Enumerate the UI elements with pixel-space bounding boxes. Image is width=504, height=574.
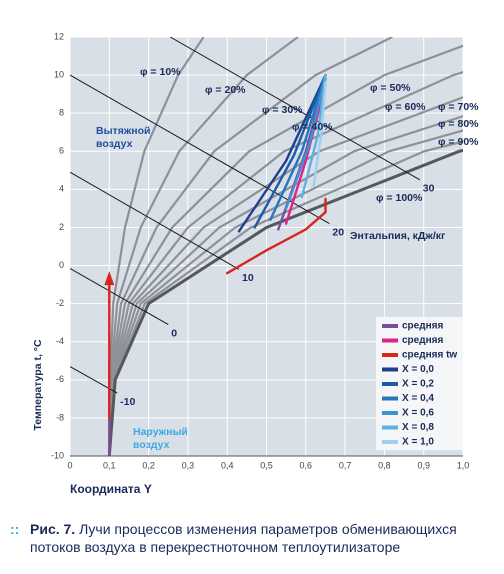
humidity-label: φ = 70% bbox=[438, 101, 479, 113]
legend-label: средняя bbox=[402, 335, 443, 346]
enthalpy-line bbox=[169, 37, 421, 181]
arrowhead bbox=[104, 271, 115, 286]
x-tick-label: 0,3 bbox=[182, 460, 195, 470]
humidity-label: φ = 80% bbox=[438, 118, 479, 130]
y-tick-label: -4 bbox=[56, 336, 64, 346]
x-axis-title: Координата Y bbox=[70, 482, 152, 496]
enthalpy-label: -10 bbox=[120, 396, 135, 408]
exhaust-air-label: воздух bbox=[96, 138, 133, 150]
process-line bbox=[312, 81, 327, 187]
legend-label: X = 0,8 bbox=[402, 422, 434, 433]
outdoor-air-label: воздух bbox=[133, 439, 170, 451]
process-line bbox=[284, 83, 327, 225]
humidity-label: φ = 60% bbox=[385, 101, 426, 113]
x-tick-label: 0,4 bbox=[221, 460, 234, 470]
legend-label: X = 0,2 bbox=[402, 379, 434, 390]
legend-label: средняя bbox=[402, 321, 443, 332]
legend-swatch bbox=[382, 367, 398, 372]
humidity-label: φ = 30% bbox=[262, 104, 303, 116]
x-tick-label: 0,6 bbox=[300, 460, 313, 470]
enthalpy-line bbox=[70, 74, 330, 225]
legend-swatch bbox=[382, 396, 398, 401]
legend-swatch bbox=[382, 338, 398, 343]
legend-label: X = 0,4 bbox=[402, 393, 434, 404]
y-tick-label: 10 bbox=[54, 69, 64, 79]
caption-text: Лучи процессов изменения параметров обме… bbox=[30, 521, 457, 555]
caption-label: Рис. 7. bbox=[30, 521, 76, 537]
legend-label: X = 1,0 bbox=[402, 437, 434, 448]
process-line bbox=[269, 73, 327, 221]
x-tick-label: 0,7 bbox=[339, 460, 352, 470]
x-tick-label: 0,2 bbox=[142, 460, 155, 470]
enthalpy-label: 30 bbox=[423, 183, 435, 195]
outdoor-air-label: Наружный bbox=[133, 426, 188, 438]
x-tick-label: 1,0 bbox=[457, 460, 470, 470]
process-line bbox=[300, 73, 327, 199]
humidity-label: φ = 10% bbox=[140, 66, 181, 78]
enthalpy-title: Энтальпия, кДж/кг bbox=[350, 230, 446, 242]
process-line bbox=[284, 73, 327, 210]
process-line bbox=[253, 73, 327, 229]
y-axis-title: Температура t, °C bbox=[32, 339, 44, 431]
y-tick-label: 8 bbox=[59, 108, 64, 118]
y-tick-label: -6 bbox=[56, 374, 64, 384]
caption-mark: :: bbox=[10, 521, 20, 537]
humidity-label: φ = 100% bbox=[376, 192, 423, 204]
legend-swatch bbox=[382, 411, 398, 415]
y-tick-label: -8 bbox=[56, 412, 64, 422]
enthalpy-label: 20 bbox=[332, 226, 344, 238]
y-tick-label: 0 bbox=[59, 260, 64, 270]
y-tick-label: -10 bbox=[51, 450, 64, 460]
legend-swatch bbox=[382, 440, 398, 444]
y-tick-label: -2 bbox=[56, 298, 64, 308]
x-tick-label: 0,1 bbox=[103, 460, 116, 470]
exhaust-air-label: Вытяжной bbox=[96, 125, 150, 137]
chart: Температура t, °C Координата Y 0 0,1 0,2 0,… bbox=[32, 31, 479, 496]
x-tick-label: 0,9 bbox=[417, 460, 430, 470]
legend-swatch bbox=[382, 382, 398, 386]
legend-label: средняя tw bbox=[402, 350, 457, 361]
enthalpy-line bbox=[70, 171, 240, 270]
caption: Рис. 7. Лучи процессов изменения парамет… bbox=[30, 520, 496, 556]
humidity-label: φ = 90% bbox=[438, 136, 479, 148]
y-tick-label: 12 bbox=[54, 31, 64, 41]
humidity-label: φ = 50% bbox=[370, 82, 411, 94]
process-line bbox=[108, 197, 327, 420]
humidity-curve bbox=[107, 148, 463, 456]
process-line bbox=[237, 73, 327, 233]
curves bbox=[70, 37, 463, 456]
x-tick-label: 0 bbox=[67, 460, 72, 470]
legend-label: X = 0,6 bbox=[402, 408, 434, 419]
x-tick-label: 0,8 bbox=[378, 460, 391, 470]
y-tick-label: 2 bbox=[59, 222, 64, 232]
legend-swatch bbox=[382, 425, 398, 430]
humidity-label: φ = 20% bbox=[205, 84, 246, 96]
legend-swatch bbox=[382, 324, 398, 328]
enthalpy-label: 10 bbox=[242, 272, 254, 284]
y-tick-label: 6 bbox=[59, 146, 64, 156]
enthalpy-line bbox=[70, 267, 169, 326]
legend-label: X = 0,0 bbox=[402, 364, 434, 375]
y-tick-label: 4 bbox=[59, 184, 64, 194]
enthalpy-label: 0 bbox=[171, 327, 177, 339]
humidity-label: φ = 40% bbox=[292, 121, 333, 133]
legend-swatch bbox=[382, 353, 398, 357]
x-tick-label: 0,5 bbox=[260, 460, 273, 470]
